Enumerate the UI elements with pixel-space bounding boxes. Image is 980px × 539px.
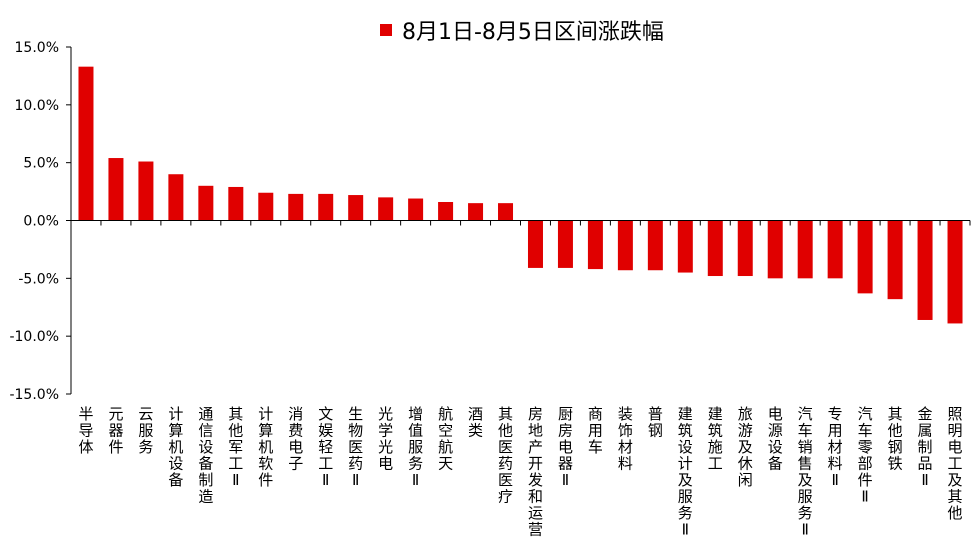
category-label: 光学光电 — [378, 405, 393, 473]
bar — [108, 158, 124, 221]
category-label: 半导体 — [78, 405, 93, 456]
bar — [707, 220, 723, 277]
bar — [677, 220, 693, 273]
category-label: 建筑施工 — [708, 405, 723, 473]
category-label: 通信设备制造 — [198, 405, 213, 506]
category-label: 计算机软件 — [258, 405, 273, 489]
bar — [438, 201, 454, 221]
bar — [468, 203, 484, 221]
category-label: 计算机设备 — [168, 405, 183, 489]
bar — [378, 197, 394, 221]
bar — [917, 220, 933, 320]
bar — [887, 220, 903, 300]
y-tick-label: 15.0% — [15, 40, 59, 56]
bar — [947, 220, 963, 324]
y-tick-label: -15.0% — [9, 387, 59, 403]
category-label: 专用材料 Ⅱ — [828, 405, 843, 489]
y-tick-label: 10.0% — [15, 98, 59, 114]
category-label: 汽车销售及服务 Ⅱ — [798, 405, 813, 539]
bar — [617, 220, 633, 271]
category-label: 消费电子 — [288, 405, 303, 473]
category-label: 房地产开发和运营 — [528, 405, 543, 539]
bar — [198, 185, 214, 221]
bar — [78, 66, 94, 221]
legend-swatch — [380, 24, 392, 36]
bar — [228, 186, 244, 221]
category-label: 增值服务 Ⅱ — [408, 405, 423, 489]
category-label: 商用车 — [588, 405, 603, 456]
category-label: 汽车零部件 Ⅱ — [858, 405, 873, 506]
bar — [587, 220, 603, 270]
x-axis — [70, 220, 971, 226]
category-label: 航空航天 — [438, 405, 453, 473]
y-tick-label: -5.0% — [18, 271, 59, 287]
y-tick-label: 0.0% — [23, 214, 59, 230]
bar — [348, 195, 364, 221]
category-label: 装饰材料 — [618, 405, 633, 473]
bar — [527, 220, 543, 268]
legend: 8月1日-8月5日区间涨跌幅 — [380, 16, 664, 45]
category-label: 文娱轻工 Ⅱ — [318, 405, 333, 489]
bar — [168, 174, 184, 221]
y-tick-label: -10.0% — [9, 329, 59, 345]
category-label: 其他钢铁 — [888, 405, 903, 473]
bar-series — [78, 66, 963, 324]
bar — [827, 220, 843, 279]
bar — [797, 220, 813, 279]
y-tick-label: 5.0% — [23, 156, 59, 172]
bar — [857, 220, 873, 294]
bar — [258, 192, 274, 221]
category-label: 生物医药 Ⅱ — [348, 405, 363, 489]
bar — [318, 193, 334, 221]
category-label: 厨房电器 Ⅱ — [558, 405, 573, 489]
bar — [138, 161, 154, 221]
legend-label: 8月1日-8月5日区间涨跌幅 — [402, 20, 664, 45]
category-label: 酒类 — [468, 405, 483, 440]
category-label: 电源设备 — [768, 405, 783, 473]
category-label: 金属制品 Ⅱ — [918, 405, 933, 489]
bar — [498, 203, 514, 221]
bar — [288, 193, 304, 221]
bar — [737, 220, 753, 277]
bar — [647, 220, 663, 271]
category-label: 云服务 — [138, 405, 153, 456]
bar — [557, 220, 573, 268]
category-label: 元器件 — [108, 405, 123, 456]
category-label: 其他医药医疗 — [498, 405, 513, 506]
category-label: 照明电工及其他 — [948, 405, 963, 522]
category-label: 旅游及休闲 — [738, 405, 753, 489]
y-axis: 15.0% 10.0% 5.0% 0.0% -5.0% -10.0% -15.0% — [9, 40, 72, 403]
bar — [408, 198, 424, 221]
category-label: 普钢 — [648, 405, 663, 440]
bar — [767, 220, 783, 279]
category-label: 其他军工 Ⅱ — [228, 405, 243, 489]
category-label: 建筑设计及服务 Ⅱ — [678, 405, 693, 539]
